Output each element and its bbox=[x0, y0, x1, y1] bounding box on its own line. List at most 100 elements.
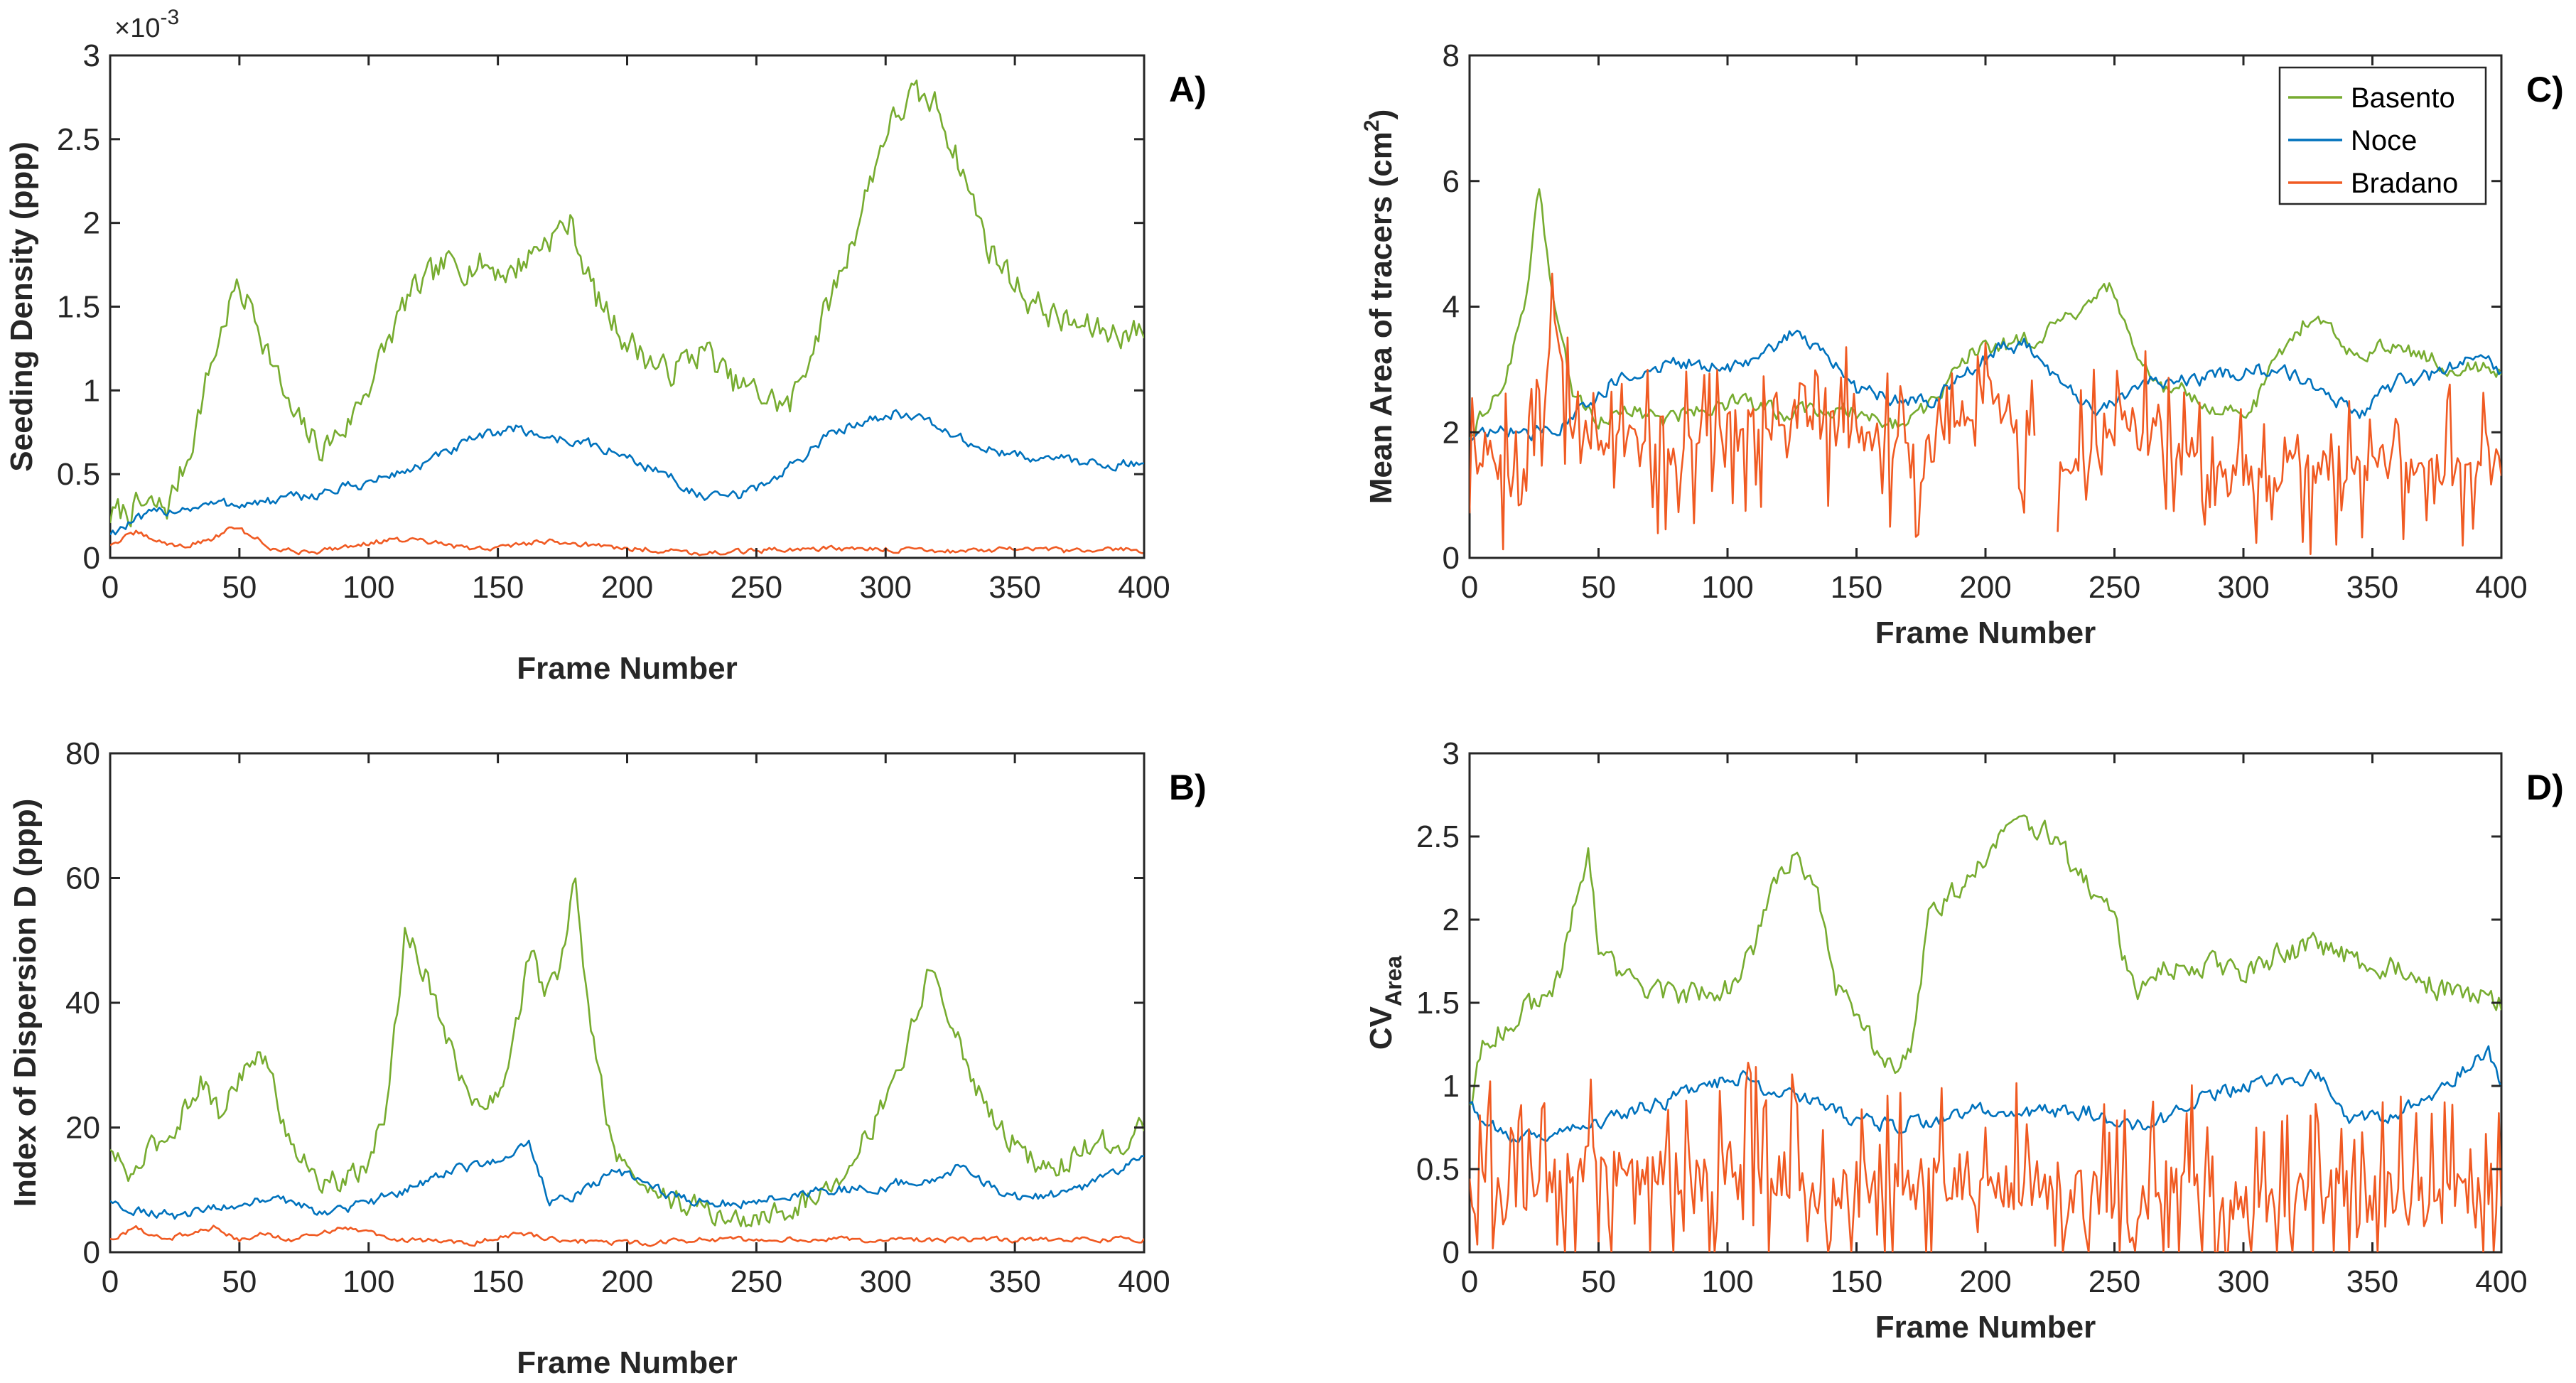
x-tick-label: 300 bbox=[2217, 570, 2269, 605]
y-tick-label: 1 bbox=[83, 373, 100, 408]
series-group bbox=[110, 80, 1144, 556]
x-tick-label: 150 bbox=[1831, 570, 1882, 605]
x-tick-label: 200 bbox=[1959, 1264, 2011, 1299]
y-axis-label: Index of Dispersion D (ppp) bbox=[8, 799, 43, 1207]
y-axis-exponent-base: ×10 bbox=[114, 14, 160, 43]
y-tick-label: 1 bbox=[1443, 1069, 1460, 1104]
y-tick-label: 0.5 bbox=[1416, 1152, 1460, 1187]
plot-area bbox=[1468, 752, 2503, 1254]
series-line-basento bbox=[1470, 814, 2501, 1106]
plot-area bbox=[109, 752, 1146, 1254]
y-axis-exponent-power: -3 bbox=[160, 6, 179, 29]
x-tick-label: 400 bbox=[2475, 1264, 2527, 1299]
y-tick-label: 0 bbox=[83, 1235, 100, 1270]
y-tick-label: 1.5 bbox=[1416, 986, 1460, 1021]
x-tick-label: 350 bbox=[988, 1264, 1040, 1299]
x-tick-label: 300 bbox=[2217, 1264, 2269, 1299]
y-axis-label: Seeding Density (ppp) bbox=[4, 141, 39, 471]
y-tick-label: 8 bbox=[1443, 38, 1460, 73]
chart-panel-a: 0 50 100 150 200 250 300 350 400 0 0.5 1 1.5 2 2.5 3 Fra… bbox=[4, 6, 1207, 686]
y-axis-exponent: ×10-3 bbox=[114, 6, 179, 43]
y-tick-label: 2.5 bbox=[57, 122, 100, 157]
x-tick-label: 50 bbox=[1581, 570, 1616, 605]
y-tick-label: 4 bbox=[1443, 290, 1460, 325]
y-tick-label: 3 bbox=[1443, 736, 1460, 771]
y-tick-label: 60 bbox=[65, 861, 100, 896]
x-tick-label: 300 bbox=[860, 570, 912, 605]
x-axis-label: Frame Number bbox=[517, 651, 738, 686]
panel-label: D) bbox=[2526, 768, 2564, 807]
y-tick-label: 2 bbox=[1443, 903, 1460, 937]
legend-label-bradano: Bradano bbox=[2351, 168, 2458, 199]
x-tick-label: 200 bbox=[601, 570, 653, 605]
x-tick-label: 350 bbox=[2346, 570, 2398, 605]
y-axis-label-superscript: 2 bbox=[1360, 119, 1384, 131]
series-line-basento bbox=[110, 877, 1144, 1227]
y-tick-label: 0.5 bbox=[57, 457, 100, 492]
y-axis-label-text: CV bbox=[1364, 1006, 1399, 1050]
series-line-basento bbox=[1470, 188, 2501, 441]
x-tick-label: 50 bbox=[222, 1264, 257, 1299]
series-line-bradano bbox=[1470, 272, 2501, 555]
x-tick-label: 400 bbox=[1118, 570, 1170, 605]
series-line-noce bbox=[110, 409, 1144, 536]
x-tick-label: 150 bbox=[472, 570, 524, 605]
panel-label: A) bbox=[1169, 70, 1207, 109]
x-tick-label: 350 bbox=[2346, 1264, 2398, 1299]
series-group bbox=[110, 877, 1144, 1247]
y-axis-label: Mean Area of tracers (cm2) bbox=[1360, 109, 1399, 504]
y-axis-label-subscript: Area bbox=[1381, 956, 1406, 1006]
y-tick-label: 3 bbox=[83, 38, 100, 73]
y-axis-label: CVArea bbox=[1364, 956, 1406, 1050]
series-group bbox=[1470, 814, 2501, 1252]
x-axis-label: Frame Number bbox=[517, 1345, 738, 1380]
y-axis-label-text: Index of Dispersion D (ppp) bbox=[8, 799, 43, 1207]
x-tick-label: 50 bbox=[222, 570, 257, 605]
x-tick-label: 50 bbox=[1581, 1264, 1616, 1299]
y-tick-label: 6 bbox=[1443, 164, 1460, 199]
plot-area bbox=[109, 54, 1146, 559]
y-axis-label-text: Seeding Density (ppp) bbox=[4, 141, 39, 471]
series-line-bradano bbox=[110, 1225, 1144, 1247]
y-tick-label: 20 bbox=[65, 1111, 100, 1146]
x-tick-label: 350 bbox=[988, 570, 1040, 605]
legend: Basento Noce Bradano bbox=[2278, 66, 2487, 205]
x-tick-label: 0 bbox=[102, 570, 119, 605]
y-tick-label: 2 bbox=[83, 206, 100, 241]
x-tick-label: 250 bbox=[2089, 570, 2140, 605]
x-tick-label: 400 bbox=[1118, 1264, 1170, 1299]
y-tick-label: 2.5 bbox=[1416, 819, 1460, 854]
x-tick-label: 200 bbox=[1959, 570, 2011, 605]
x-tick-label: 100 bbox=[343, 1264, 394, 1299]
y-tick-label: 1.5 bbox=[57, 290, 100, 325]
x-tick-label: 100 bbox=[343, 570, 394, 605]
chart-panel-b: 0 50 100 150 200 250 300 350 400 0 20 40 60 80 Frame N… bbox=[8, 736, 1207, 1380]
y-axis-label-text: Mean Area of tracers (cm bbox=[1364, 131, 1399, 504]
legend-label-basento: Basento bbox=[2351, 82, 2455, 114]
y-tick-label: 2 bbox=[1443, 415, 1460, 450]
x-axis-label: Frame Number bbox=[1875, 1310, 2096, 1345]
x-tick-label: 0 bbox=[1461, 1264, 1478, 1299]
x-tick-label: 250 bbox=[2089, 1264, 2140, 1299]
legend-box bbox=[2278, 66, 2487, 205]
y-axis-label-end: ) bbox=[1364, 109, 1399, 120]
series-line-noce bbox=[110, 1139, 1144, 1220]
panel-label: C) bbox=[2526, 70, 2564, 109]
x-tick-label: 400 bbox=[2475, 570, 2527, 605]
y-tick-label: 0 bbox=[1443, 541, 1460, 576]
x-tick-label: 100 bbox=[1701, 570, 1753, 605]
series-line-basento bbox=[110, 80, 1144, 527]
panel-label: B) bbox=[1169, 768, 1207, 807]
y-tick-label: 80 bbox=[65, 736, 100, 771]
x-tick-label: 300 bbox=[860, 1264, 912, 1299]
y-tick-label: 40 bbox=[65, 986, 100, 1021]
x-tick-label: 100 bbox=[1701, 1264, 1753, 1299]
series-line-noce bbox=[1470, 1045, 2501, 1143]
legend-label-noce: Noce bbox=[2351, 125, 2417, 156]
chart-panel-d: 0 50 100 150 200 250 300 350 400 0 0.5 1 1.5 2 2.5 3 Fra… bbox=[1364, 736, 2564, 1345]
series-line-bradano bbox=[1470, 1062, 2501, 1252]
x-tick-label: 150 bbox=[472, 1264, 524, 1299]
x-tick-label: 0 bbox=[1461, 570, 1478, 605]
x-tick-label: 150 bbox=[1831, 1264, 1882, 1299]
